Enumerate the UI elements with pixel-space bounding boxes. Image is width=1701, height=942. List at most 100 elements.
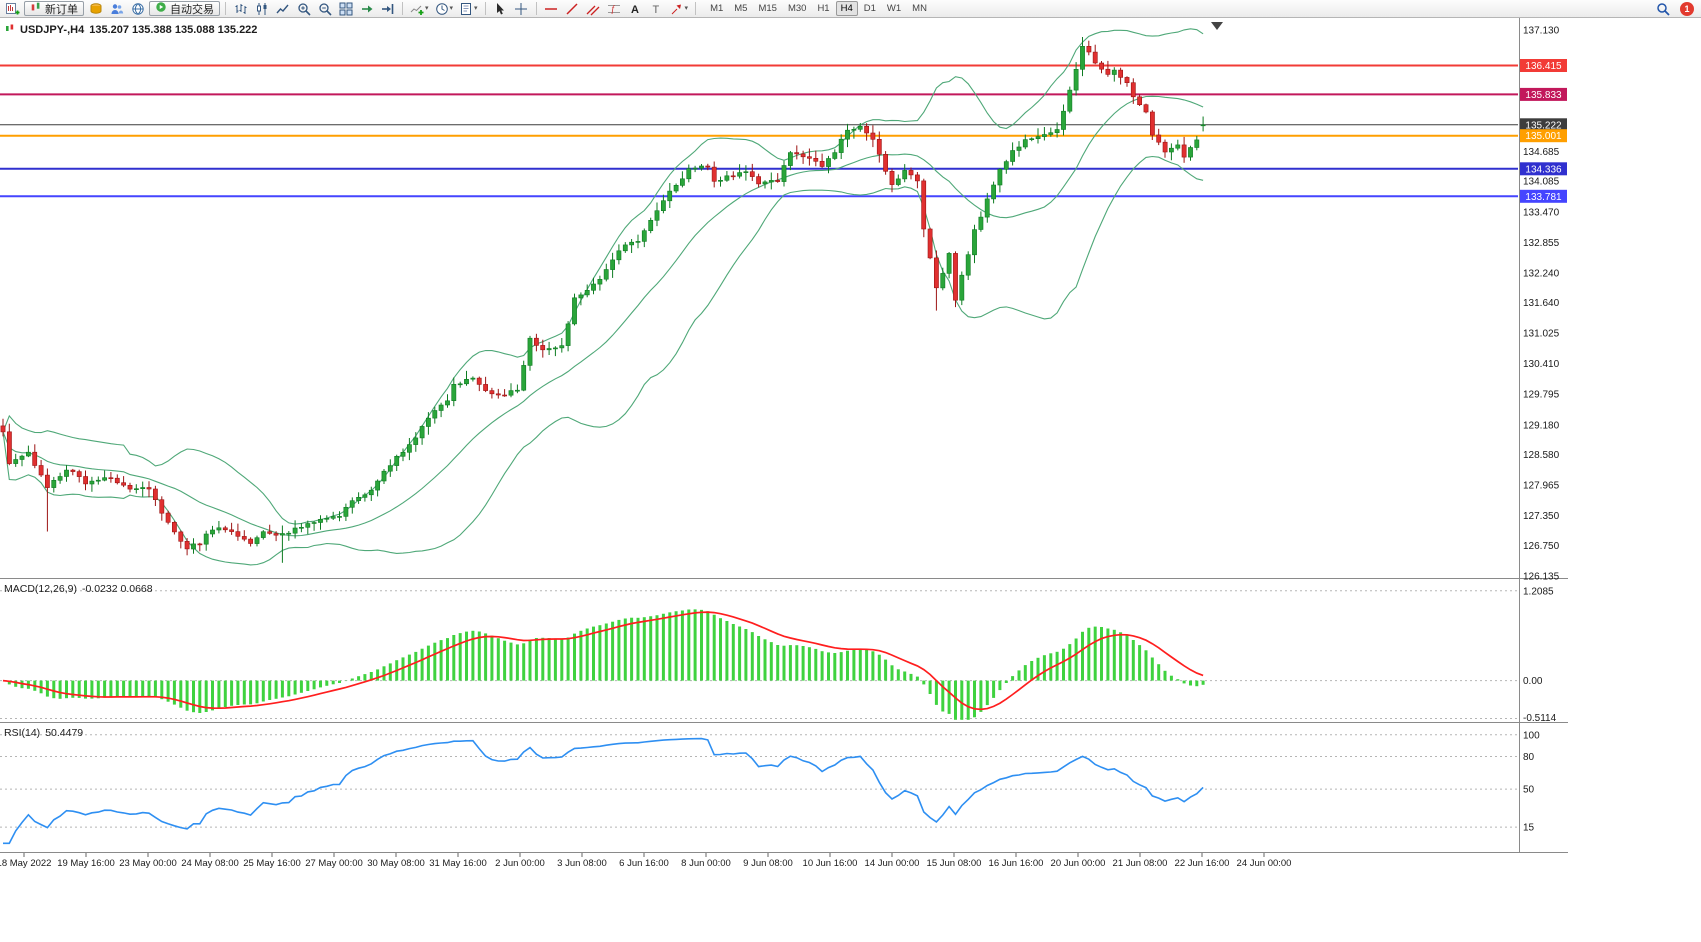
svg-text:127.965: 127.965 [1523, 481, 1560, 492]
toolbar-separator [535, 2, 537, 15]
svg-text:137.130: 137.130 [1523, 26, 1560, 37]
svg-text:127.350: 127.350 [1523, 511, 1560, 522]
toolbar-separator [484, 2, 486, 15]
search-icon[interactable] [1653, 1, 1672, 16]
svg-text:24 May 08:00: 24 May 08:00 [181, 858, 239, 869]
svg-text:15 Jun 08:00: 15 Jun 08:00 [927, 858, 982, 869]
auto-trading-icon [155, 1, 167, 16]
svg-text:19 May 16:00: 19 May 16:00 [57, 858, 115, 869]
timeframe-mn[interactable]: MN [912, 3, 927, 14]
timeframe-h4[interactable]: H4 [835, 1, 858, 16]
timeframe-m30[interactable]: M30 [787, 3, 807, 14]
indicators-icon[interactable]: ▾ [408, 1, 431, 16]
horizontal-line-objects[interactable] [0, 64, 1518, 198]
chart-shift-icon[interactable] [378, 1, 397, 16]
svg-text:50: 50 [1523, 785, 1535, 796]
svg-text:27 May 00:00: 27 May 00:00 [305, 858, 363, 869]
svg-text:-0.5114: -0.5114 [1523, 713, 1557, 724]
timeframe-h1[interactable]: H1 [817, 3, 830, 14]
zoom-in-icon[interactable] [294, 1, 313, 16]
notification-badge[interactable]: 1 [1680, 1, 1694, 16]
svg-text:131.640: 131.640 [1523, 298, 1560, 309]
svg-text:f: f [612, 4, 616, 14]
timeframe-m5[interactable]: M5 [734, 3, 748, 14]
timeframe-group: M1 M5 M15 M30 H1 H4 D1 W1 MN [705, 1, 932, 16]
web-community-icon[interactable] [128, 1, 147, 16]
toolbar-separator [695, 2, 697, 15]
svg-text:0.00: 0.00 [1523, 676, 1543, 687]
svg-text:134.085: 134.085 [1523, 177, 1560, 188]
svg-text:132.855: 132.855 [1523, 238, 1560, 249]
new-order-button[interactable]: 新订单 [24, 1, 84, 16]
toolbar-right: 1 [1653, 1, 1698, 16]
text-icon[interactable]: A [626, 1, 645, 16]
svg-text:129.180: 129.180 [1523, 420, 1560, 431]
toolbar: 新订单 自动交易 ▾ ▾ ▾ f A T ▾ M1 M5 M15 M30 H1 H4 D1 W… [0, 0, 1701, 18]
svg-text:136.415: 136.415 [1525, 61, 1562, 72]
svg-text:22 Jun 16:00: 22 Jun 16:00 [1175, 858, 1230, 869]
symbol-period-label: USDJPY-,H4 [20, 23, 85, 36]
bollinger-bands [2, 28, 1204, 566]
arrows-icon[interactable]: ▾ [668, 1, 691, 16]
ohlc-values: 135.207 135.388 135.088 135.222 [89, 23, 258, 36]
tile-windows-icon[interactable] [336, 1, 355, 16]
price-axis[interactable]: 137.130 134.685 134.085 133.470 132.855 132.2… [1520, 26, 1567, 834]
svg-text:18 May 2022: 18 May 2022 [0, 858, 51, 869]
svg-text:128.580: 128.580 [1523, 450, 1560, 461]
svg-text:1.2085: 1.2085 [1523, 586, 1554, 597]
svg-text:9 Jun 08:00: 9 Jun 08:00 [743, 858, 793, 869]
toolbar-separator [402, 2, 403, 15]
label-icon[interactable]: T [647, 1, 666, 16]
svg-text:2 Jun 00:00: 2 Jun 00:00 [495, 858, 545, 869]
new-chart-icon[interactable] [3, 1, 22, 16]
rsi-value: 50.4479 [45, 727, 84, 739]
auto-trading-button[interactable]: 自动交易 [149, 1, 220, 16]
macd-label: MACD(12,26,9) [4, 583, 77, 595]
fibonacci-icon[interactable]: f [605, 1, 624, 16]
svg-text:24 Jun 00:00: 24 Jun 00:00 [1237, 858, 1292, 869]
svg-text:8 Jun 00:00: 8 Jun 00:00 [681, 858, 731, 869]
svg-text:80: 80 [1523, 752, 1535, 763]
svg-text:135.001: 135.001 [1525, 131, 1562, 142]
svg-text:30 May 08:00: 30 May 08:00 [367, 858, 425, 869]
zoom-out-icon[interactable] [315, 1, 334, 16]
svg-text:23 May 00:00: 23 May 00:00 [119, 858, 177, 869]
panel-separators[interactable] [0, 18, 1568, 853]
rsi-title: RSI(14) 50.4479 [4, 727, 83, 739]
chart-title: USDJPY-,H4 135.207 135.388 135.088 135.2… [5, 23, 257, 36]
crosshair-icon[interactable] [512, 1, 531, 16]
horizontal-line-icon[interactable] [542, 1, 561, 16]
trendline-icon[interactable] [563, 1, 582, 16]
chart-shift-marker[interactable] [1211, 22, 1223, 30]
svg-text:133.470: 133.470 [1523, 207, 1560, 218]
svg-text:131.025: 131.025 [1523, 329, 1560, 340]
timeframe-d1[interactable]: D1 [863, 3, 876, 14]
svg-text:126.750: 126.750 [1523, 541, 1560, 552]
macd-values: -0.0232 0.0668 [81, 583, 153, 595]
timeframe-m1[interactable]: M1 [710, 3, 724, 14]
rsi-label: RSI(14) [4, 727, 41, 739]
symbol-icon [5, 23, 15, 36]
timeframe-w1[interactable]: W1 [886, 3, 902, 14]
bar-chart-icon[interactable] [231, 1, 250, 16]
cursor-icon[interactable] [491, 1, 510, 16]
macd-indicator [0, 590, 1518, 720]
periods-icon[interactable]: ▾ [433, 1, 456, 16]
timeframe-m15[interactable]: M15 [758, 3, 777, 14]
time-axis[interactable]: 18 May 2022 19 May 16:00 23 May 00:00 24 Ma… [0, 853, 1291, 869]
line-chart-icon[interactable] [273, 1, 292, 16]
candlestick-chart-icon[interactable] [252, 1, 271, 16]
market-watch-icon[interactable] [86, 1, 105, 16]
svg-text:135.833: 135.833 [1525, 90, 1562, 101]
toolbar-separator [225, 2, 226, 15]
signals-icon[interactable] [107, 1, 126, 16]
svg-text:134.685: 134.685 [1523, 147, 1560, 158]
svg-text:25 May 16:00: 25 May 16:00 [243, 858, 301, 869]
auto-scroll-icon[interactable] [357, 1, 376, 16]
equidistant-channel-icon[interactable] [584, 1, 603, 16]
macd-title: MACD(12,26,9) -0.0232 0.0668 [4, 583, 153, 595]
svg-text:20 Jun 00:00: 20 Jun 00:00 [1051, 858, 1106, 869]
svg-text:126.135: 126.135 [1523, 571, 1560, 582]
templates-icon[interactable]: ▾ [457, 1, 480, 16]
